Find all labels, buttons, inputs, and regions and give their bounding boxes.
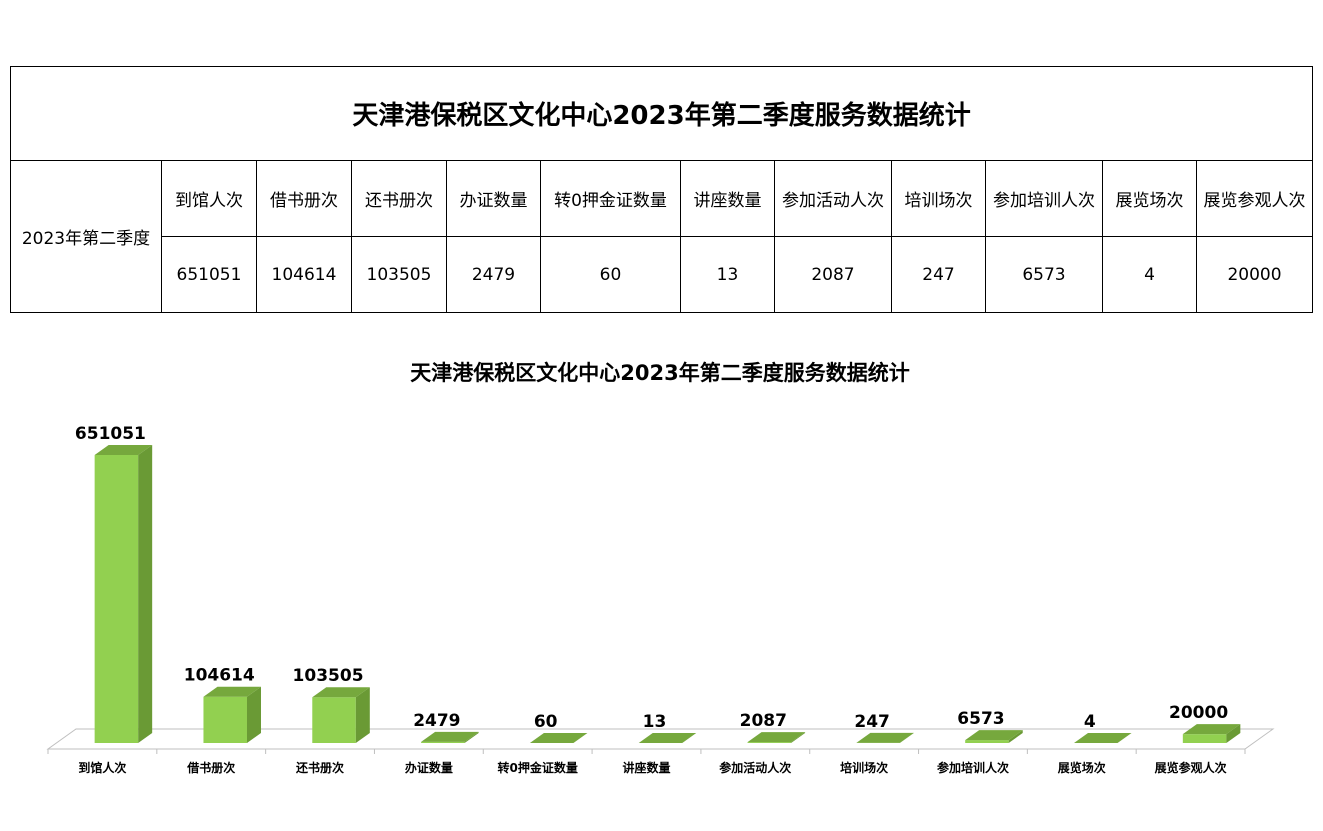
bar-side bbox=[791, 732, 806, 743]
category-label: 展览场次 bbox=[1058, 760, 1106, 775]
chart-floor bbox=[46, 728, 1275, 754]
bar-front bbox=[965, 740, 1009, 743]
bar bbox=[638, 732, 697, 744]
bar-side bbox=[1008, 730, 1023, 743]
bar-top bbox=[529, 732, 588, 743]
bar-side bbox=[1117, 732, 1132, 743]
bar-top bbox=[421, 731, 479, 742]
data-label: 2479 bbox=[413, 711, 460, 731]
category-label: 展览参观人次 bbox=[1155, 760, 1227, 775]
bar bbox=[203, 686, 261, 743]
column-header: 参加培训人次 bbox=[985, 160, 1103, 237]
category-label: 参加活动人次 bbox=[719, 760, 791, 775]
column-header: 办证数量 bbox=[446, 160, 541, 237]
bar-side bbox=[464, 731, 479, 743]
bar-front bbox=[312, 697, 356, 743]
bar-top bbox=[312, 687, 370, 698]
column-header: 到馆人次 bbox=[161, 160, 257, 237]
chart-bars bbox=[94, 445, 1241, 744]
bar-top bbox=[856, 732, 914, 743]
column-header: 展览场次 bbox=[1102, 160, 1197, 237]
data-label: 4 bbox=[1084, 712, 1096, 732]
bar bbox=[965, 730, 1023, 743]
bar-side bbox=[682, 732, 697, 743]
category-label: 培训场次 bbox=[840, 760, 888, 775]
column-header: 培训场次 bbox=[891, 160, 986, 237]
bar bbox=[856, 732, 914, 743]
chart-labels: 651051 到馆人次 104614 借书册次 103505 还书册次 2479 办证数量 60… bbox=[75, 424, 1228, 775]
table-cell: 651051 bbox=[161, 236, 257, 313]
bar-front bbox=[1182, 734, 1227, 743]
table-value-row: 651051 104614 103505 2479 60 13 2087 247… bbox=[11, 236, 1314, 313]
category-label: 还书册次 bbox=[295, 760, 344, 775]
data-label: 2087 bbox=[740, 711, 787, 731]
table-cell: 13 bbox=[680, 236, 775, 313]
data-label: 103505 bbox=[293, 666, 364, 686]
row-header: 2023年第二季度 bbox=[10, 160, 162, 313]
bar-side bbox=[138, 445, 153, 743]
bar-front bbox=[421, 741, 465, 743]
data-label: 651051 bbox=[75, 424, 146, 444]
bar-front bbox=[203, 696, 247, 743]
category-label: 讲座数量 bbox=[622, 760, 670, 775]
table-title: 天津港保税区文化中心2023年第二季度服务数据统计 bbox=[9, 66, 1314, 161]
bar bbox=[529, 732, 588, 743]
bar-side bbox=[355, 687, 370, 743]
data-label: 20000 bbox=[1169, 703, 1228, 723]
category-label: 到馆人次 bbox=[78, 760, 126, 775]
data-label: 247 bbox=[854, 712, 890, 732]
table-cell: 2087 bbox=[774, 236, 892, 313]
bar bbox=[94, 445, 153, 743]
data-label: 60 bbox=[534, 712, 558, 732]
bar bbox=[747, 732, 806, 743]
bar-side bbox=[246, 686, 261, 743]
bar-side bbox=[1226, 724, 1241, 743]
bar-chart: 天津港保税区文化中心2023年第二季度服务数据统计 651051 到馆人次 1046… bbox=[46, 361, 1275, 775]
stats-table: 天津港保税区文化中心2023年第二季度服务数据统计 2023年第二季度 到馆人次… bbox=[9, 66, 1314, 313]
bar-top bbox=[965, 730, 1023, 741]
data-label: 104614 bbox=[184, 666, 255, 686]
bar-front bbox=[94, 455, 139, 743]
table-header-row: 2023年第二季度 到馆人次 借书册次 还书册次 办证数量 转0押金证数量 讲座… bbox=[10, 160, 1314, 313]
bar-front bbox=[747, 742, 792, 743]
category-label: 转0押金证数量 bbox=[498, 760, 578, 775]
table-cell: 4 bbox=[1102, 236, 1197, 313]
table-cell: 103505 bbox=[351, 236, 447, 313]
category-label: 借书册次 bbox=[186, 760, 235, 775]
table-cell: 6573 bbox=[985, 236, 1103, 313]
table-cell: 247 bbox=[891, 236, 986, 313]
table-cell: 2479 bbox=[446, 236, 541, 313]
chart-title: 天津港保税区文化中心2023年第二季度服务数据统计 bbox=[410, 361, 909, 385]
column-header: 展览参观人次 bbox=[1195, 160, 1314, 237]
table-cell: 104614 bbox=[256, 236, 352, 313]
bar bbox=[421, 731, 479, 743]
bar-top bbox=[1074, 732, 1132, 743]
table-cell: 60 bbox=[540, 236, 681, 313]
bar-top bbox=[638, 732, 697, 743]
bar-top bbox=[1182, 724, 1241, 735]
column-header: 还书册次 bbox=[351, 160, 447, 237]
data-label: 6573 bbox=[957, 709, 1004, 729]
column-header: 转0押金证数量 bbox=[540, 160, 681, 237]
data-label: 13 bbox=[643, 712, 667, 732]
bar-side bbox=[573, 732, 588, 743]
bar bbox=[1074, 732, 1132, 744]
bar-top bbox=[94, 445, 153, 455]
bar-side bbox=[899, 732, 914, 743]
column-header: 讲座数量 bbox=[680, 160, 775, 237]
table-cell: 20000 bbox=[1195, 236, 1314, 313]
bar-top bbox=[747, 732, 806, 743]
category-label: 参加培训人次 bbox=[937, 760, 1009, 775]
column-header: 借书册次 bbox=[256, 160, 352, 237]
column-header: 参加活动人次 bbox=[774, 160, 892, 237]
bar-top bbox=[203, 686, 261, 697]
bar bbox=[312, 687, 370, 743]
category-label: 办证数量 bbox=[405, 760, 453, 775]
bar bbox=[1182, 724, 1241, 743]
